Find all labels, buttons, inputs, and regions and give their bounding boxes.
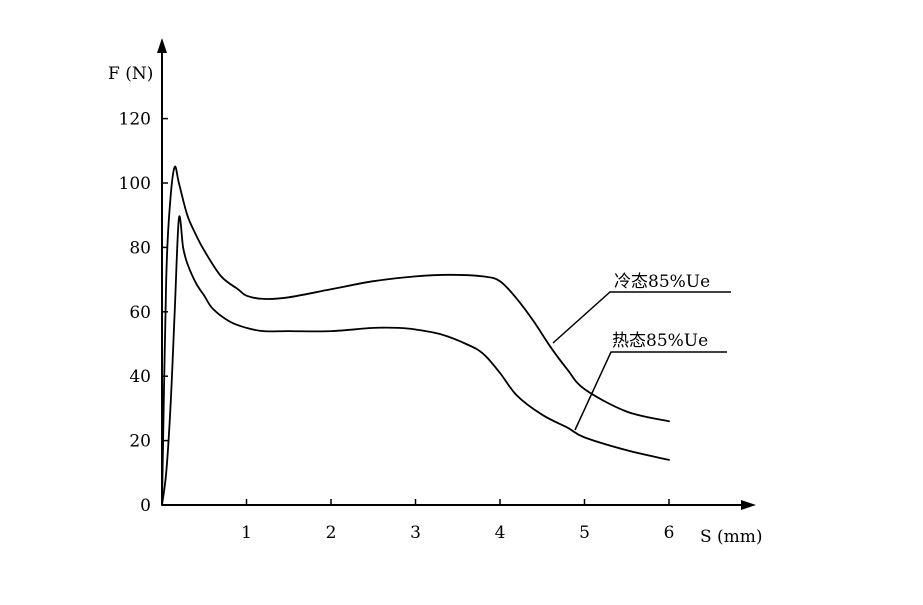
- y-axis-arrow: [157, 38, 167, 53]
- axes: [157, 38, 756, 510]
- legend-leader-hot: [574, 351, 727, 431]
- legend-label-hot: 热态85%Ue: [612, 331, 708, 351]
- y-tick-label: 60: [129, 303, 151, 323]
- x-tick-label: 5: [579, 523, 590, 543]
- x-tick-label: 6: [664, 523, 675, 543]
- y-tick-label: 40: [129, 367, 151, 387]
- series-cold-line: [161, 165, 670, 506]
- x-tick-label: 4: [495, 523, 506, 543]
- legend-leaders: [552, 291, 731, 431]
- x-tick-label: 2: [326, 523, 337, 543]
- y-tick-label: 0: [140, 496, 151, 516]
- y-tick-label: 20: [129, 432, 151, 452]
- legend-leader-cold: [552, 291, 731, 344]
- series-layer: [161, 165, 670, 506]
- x-axis-arrow: [741, 500, 756, 510]
- y-tick-label: 80: [129, 238, 151, 258]
- y-tick-label: 100: [119, 174, 151, 194]
- y-tick-label: 120: [119, 110, 151, 130]
- x-tick-label: 1: [241, 523, 252, 543]
- y-axis-label: F (N): [108, 64, 153, 84]
- legend-label-cold: 冷态85%Ue: [614, 272, 710, 292]
- x-axis-label: S (mm): [700, 527, 763, 547]
- x-tick-label: 3: [410, 523, 421, 543]
- series-hot-line: [161, 215, 670, 506]
